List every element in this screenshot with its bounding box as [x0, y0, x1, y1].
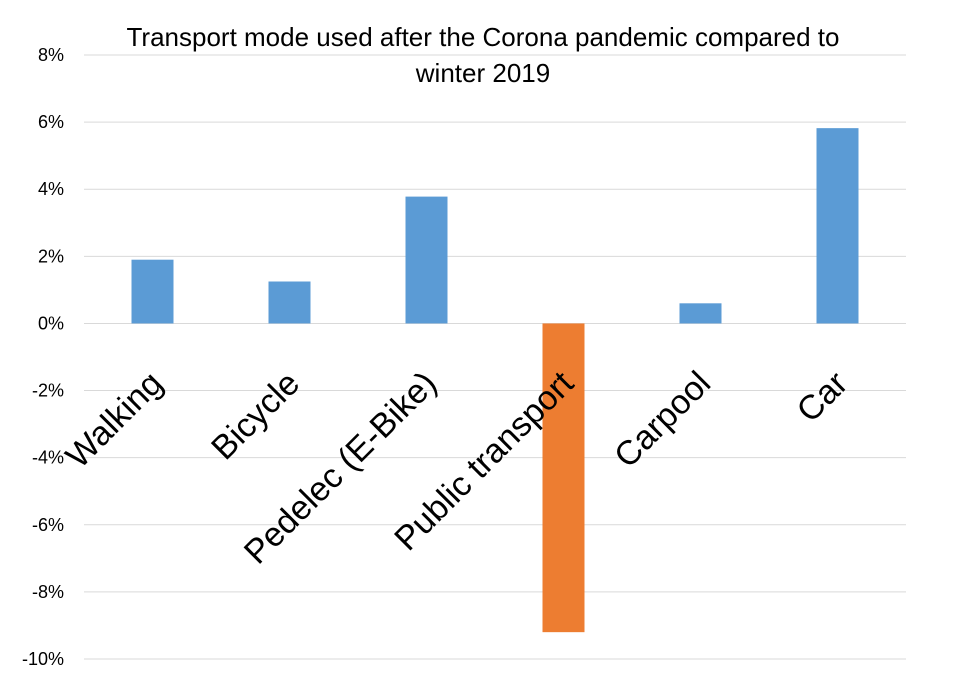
bar-public-transport — [542, 323, 585, 633]
y-tick-label: -6% — [32, 515, 64, 535]
y-tick-label: 0% — [38, 313, 64, 333]
bar-pedelec-e-bike — [405, 196, 448, 324]
y-tick-label: 6% — [38, 112, 64, 132]
y-tick-label: 8% — [38, 45, 64, 65]
y-tick-label: -4% — [32, 448, 64, 468]
y-axis-tick-labels: 8% 6% 4% 2% 0% -2% -4% -6% -8% -10% — [22, 45, 64, 669]
y-tick-label: -2% — [32, 381, 64, 401]
category-label: Car — [790, 364, 856, 430]
chart-title-line-2: winter 2019 — [415, 58, 550, 88]
bars — [131, 128, 859, 633]
y-tick-label: 4% — [38, 179, 64, 199]
category-label: Bicycle — [204, 364, 307, 467]
bar-carpool — [679, 303, 722, 324]
chart-title-line-1: Transport mode used after the Corona pan… — [127, 22, 840, 52]
bar-walking — [131, 259, 174, 324]
category-label: Walking — [59, 364, 170, 475]
gridlines — [84, 54, 906, 660]
y-tick-label: -8% — [32, 582, 64, 602]
category-label: Carpool — [607, 364, 718, 475]
y-tick-label: 2% — [38, 246, 64, 266]
bar-car — [816, 128, 859, 324]
y-tick-label: -10% — [22, 649, 64, 669]
bar-bicycle — [268, 281, 311, 324]
